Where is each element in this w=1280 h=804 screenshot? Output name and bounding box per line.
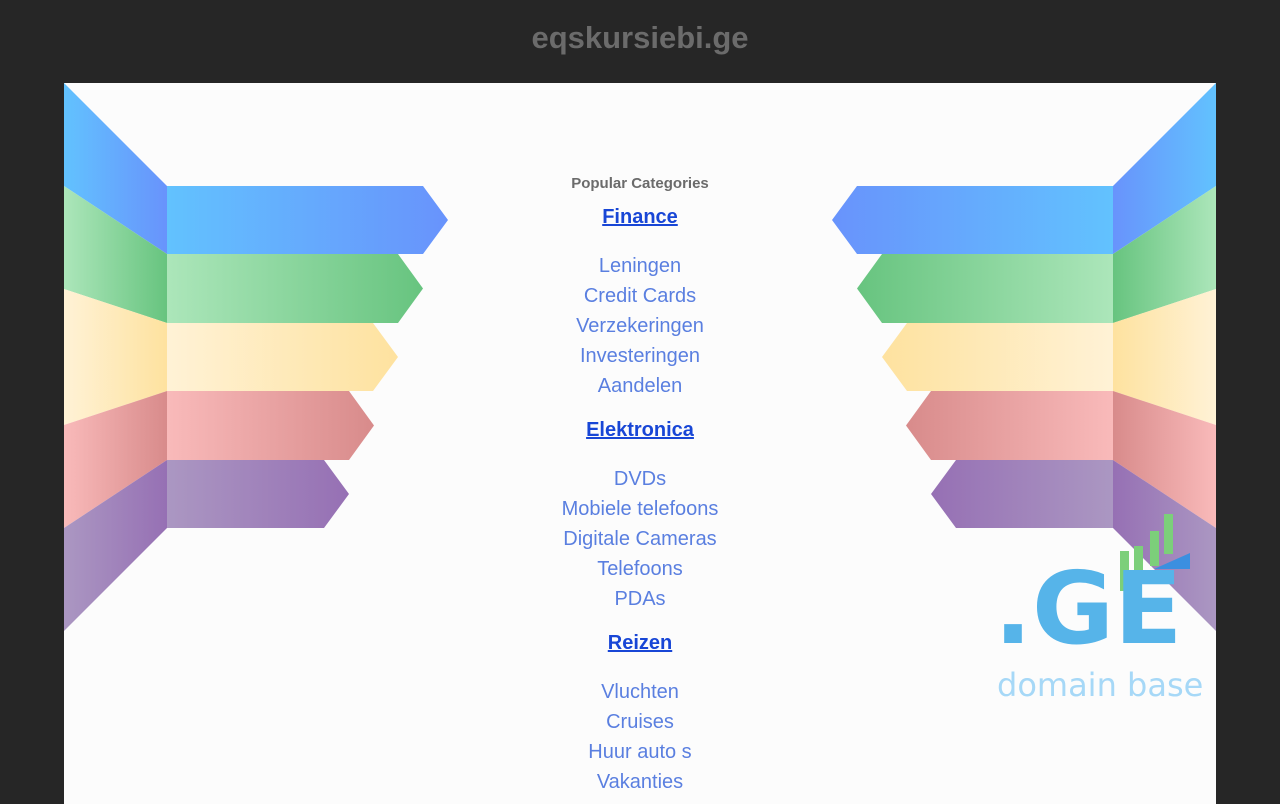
category-link[interactable]: Aandelen — [597, 375, 683, 397]
ribbon-arrow — [167, 460, 349, 528]
categories-title: Popular Categories — [571, 175, 709, 192]
category-group: Reizen Vluchten Cruises Huur auto s Vakantie… — [440, 632, 840, 797]
decorative-ribbons — [64, 83, 1216, 631]
ge-domain-base-logo: .GE domain base — [994, 514, 1203, 704]
ribbon-wall — [1113, 289, 1216, 425]
category-link[interactable]: Huur auto s — [588, 741, 692, 763]
logo-bar — [1134, 546, 1143, 576]
category-link[interactable]: Cruises — [606, 711, 674, 733]
ribbon-arrow — [906, 391, 1113, 460]
category-link[interactable]: Vakanties — [596, 771, 684, 793]
category-link[interactable]: PDAs — [614, 588, 666, 610]
logo-arrow — [1154, 553, 1190, 569]
category-link[interactable]: Digitale Cameras — [563, 528, 717, 550]
ribbon-wall — [1113, 391, 1216, 528]
ribbon-wall — [64, 289, 167, 425]
left-ribbons — [64, 83, 448, 631]
page-content: Popular Categories Finance Leningen Credit… — [64, 83, 1216, 804]
right-ribbons — [832, 83, 1216, 631]
ribbon-arrow — [167, 254, 423, 323]
logo-bar — [1120, 551, 1129, 591]
ribbon-wall — [64, 391, 167, 528]
ribbon-arrow — [832, 186, 1113, 254]
ribbon-arrow — [931, 460, 1113, 528]
category-heading-link[interactable]: Finance — [602, 206, 678, 228]
category-heading-link[interactable]: Elektronica — [586, 419, 694, 441]
ribbon-arrow — [882, 323, 1113, 391]
ribbon-arrow — [857, 254, 1113, 323]
ribbon-wall — [1113, 186, 1216, 323]
header-bar: eqskursiebi.ge — [0, 0, 1280, 83]
ribbon-wall — [64, 460, 167, 631]
category-link[interactable]: Mobiele telefoons — [561, 498, 719, 520]
logo-bar — [1164, 514, 1173, 554]
category-heading-link[interactable]: Reizen — [607, 632, 673, 654]
ribbon-wall — [64, 83, 167, 254]
site-title: eqskursiebi.ge — [531, 20, 749, 55]
ribbon-arrow — [167, 391, 374, 460]
ribbon-arrow — [167, 186, 448, 254]
ribbon-wall — [1113, 83, 1216, 254]
ribbon-wall — [64, 186, 167, 323]
popular-categories: Popular Categories Finance Leningen Credit… — [440, 175, 840, 804]
category-link[interactable]: Credit Cards — [583, 285, 697, 307]
logo-text: .GE — [994, 550, 1182, 667]
category-link[interactable]: Telefoons — [597, 558, 683, 580]
ribbon-arrow — [167, 323, 398, 391]
category-link[interactable]: Vluchten — [601, 681, 679, 703]
category-group: Elektronica DVDs Mobiele telefoons Digitale… — [440, 419, 840, 614]
logo-tagline: domain base — [997, 666, 1203, 704]
category-link[interactable]: Verzekeringen — [576, 315, 704, 337]
category-link[interactable]: Leningen — [598, 255, 682, 277]
category-group: Finance Leningen Credit Cards Verzekeringen… — [440, 206, 840, 401]
category-link[interactable]: Investeringen — [579, 345, 701, 367]
logo-bar — [1150, 531, 1159, 566]
category-link[interactable]: DVDs — [613, 468, 667, 490]
